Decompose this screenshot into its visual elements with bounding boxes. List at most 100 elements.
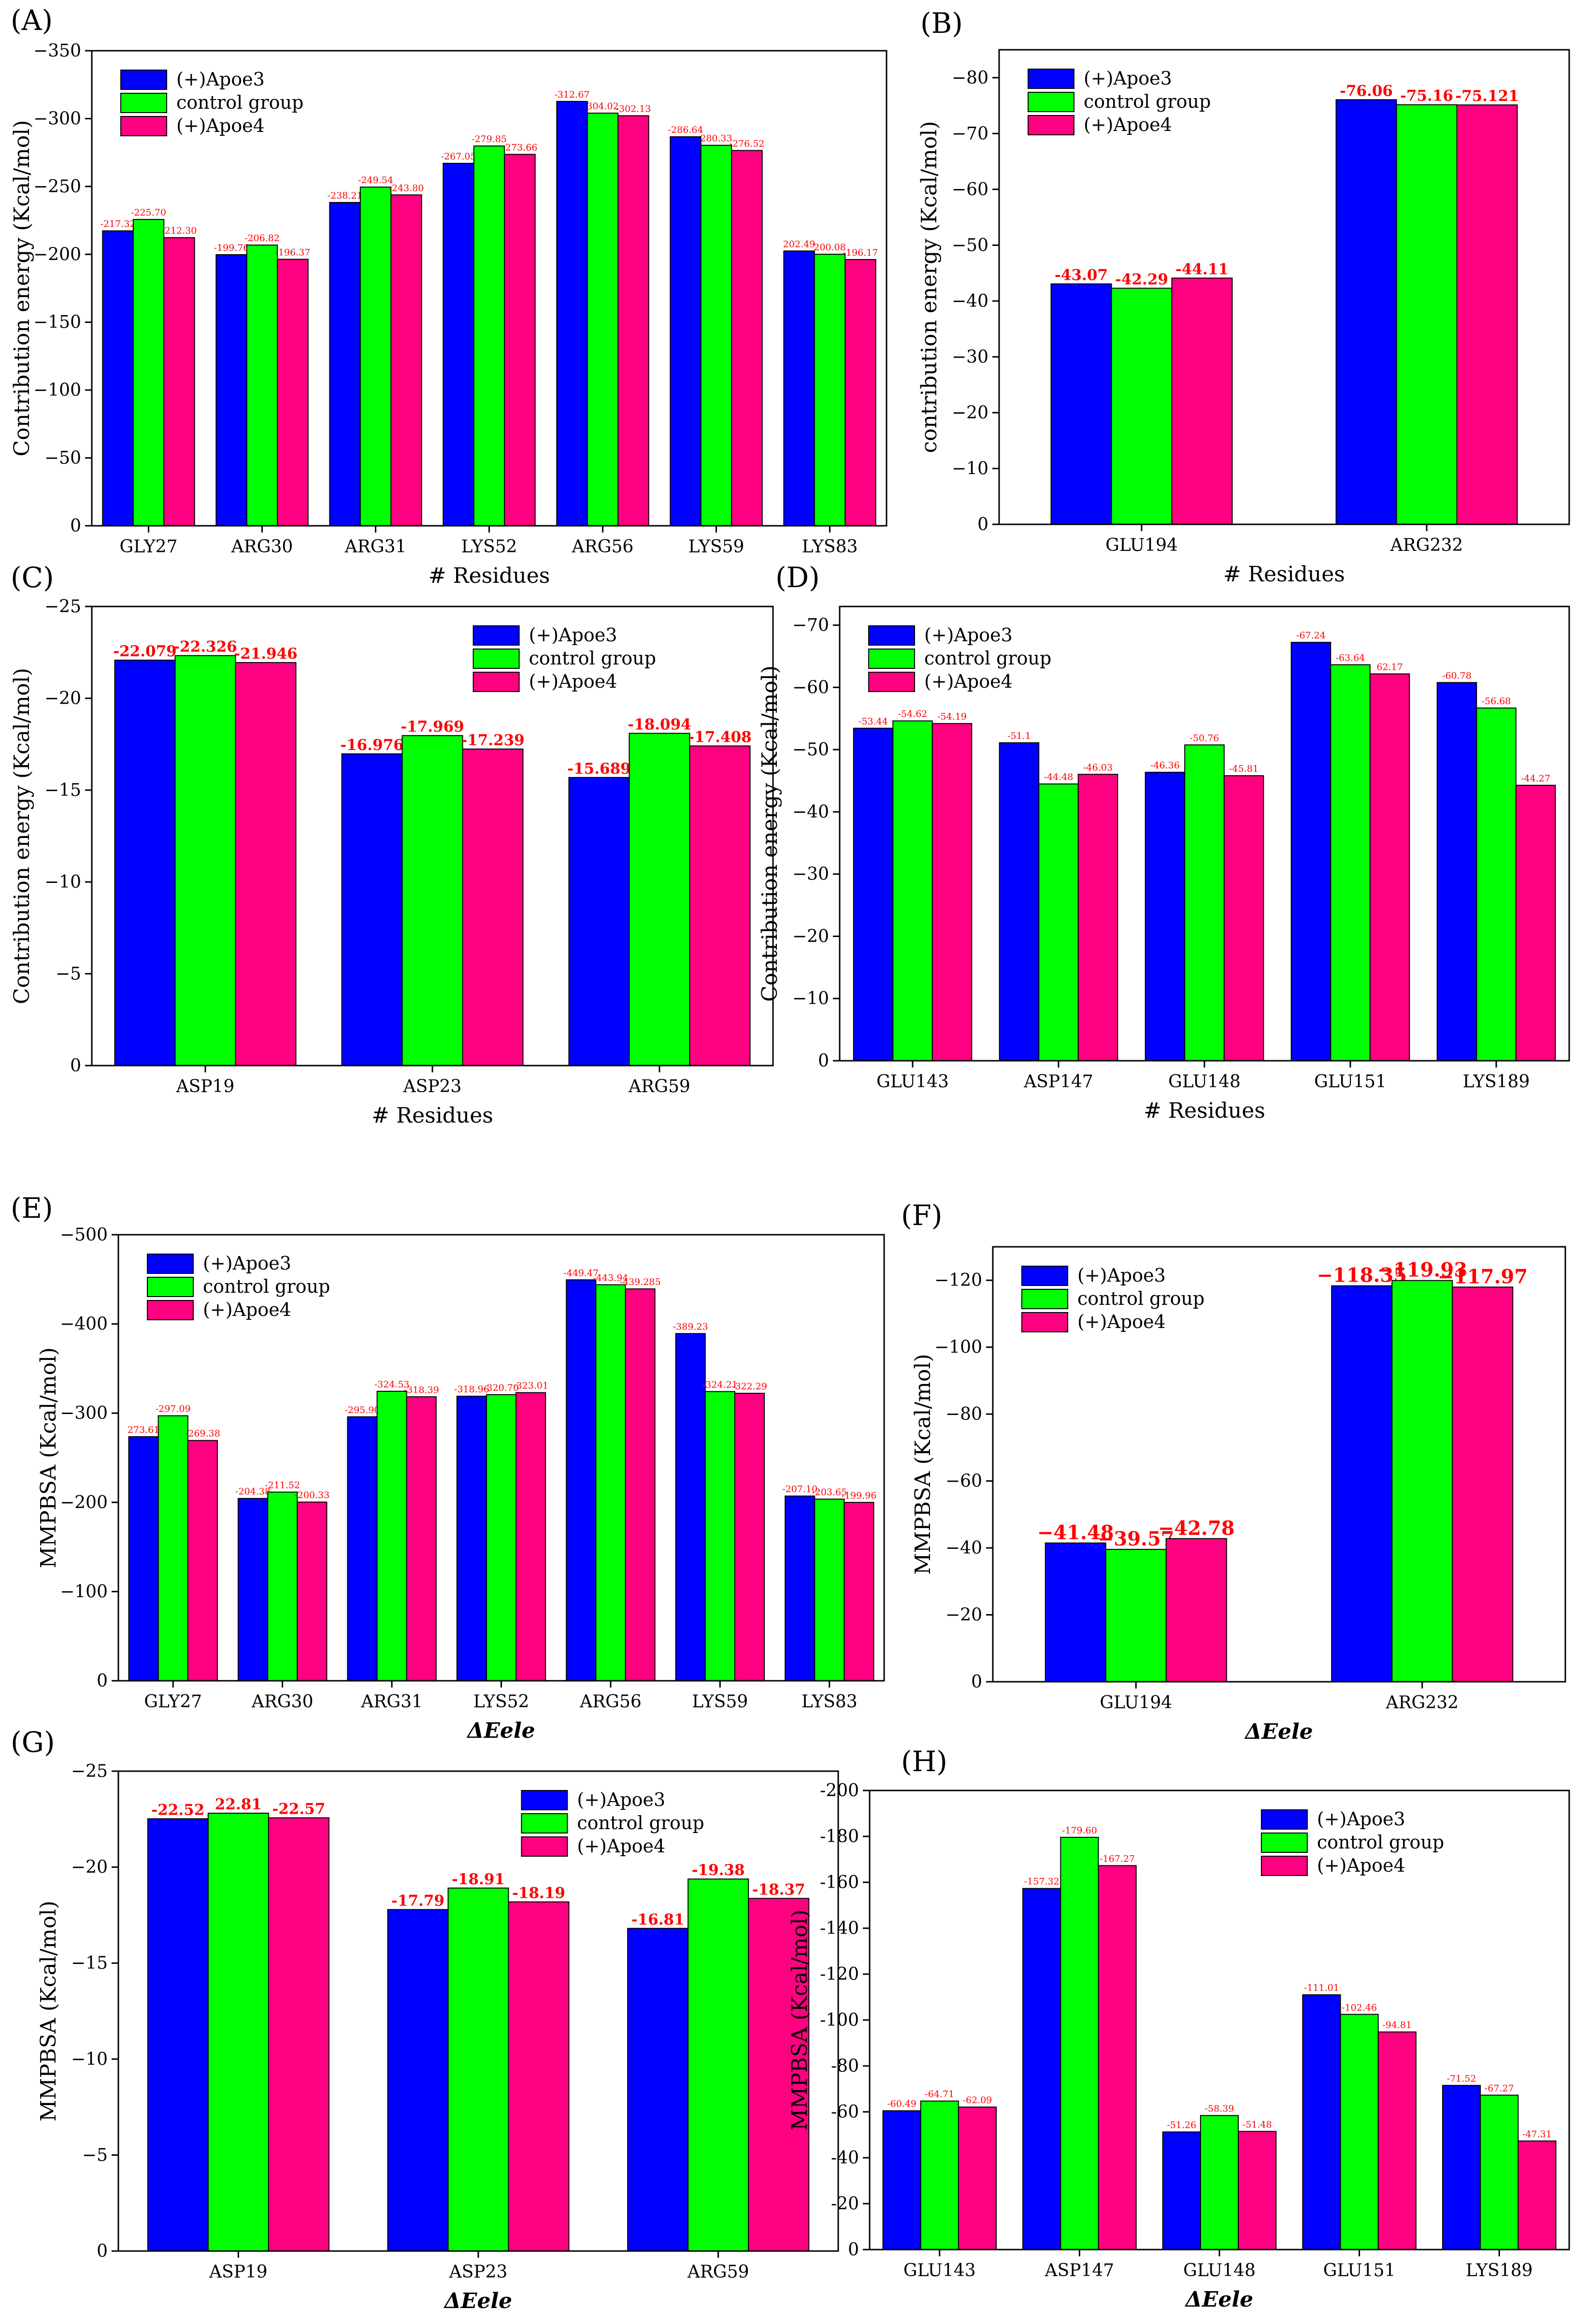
data-label: -75.121 — [1455, 87, 1519, 105]
legend-label: control group — [176, 92, 303, 113]
y-axis-label: MMPBSA (Kcal/mol) — [787, 1909, 812, 2130]
x-tick-label: ARG232 — [1385, 1693, 1459, 1713]
bar--apoe3-glu143 — [882, 2110, 921, 2250]
x-tick-label: GLY27 — [144, 1692, 202, 1712]
data-label: -273.66 — [502, 142, 537, 153]
y-tick-label: -60 — [831, 2102, 859, 2122]
bar-control-group-arg56 — [595, 1284, 626, 1682]
data-label: -276.52 — [729, 138, 764, 149]
y-tick-label: −70 — [952, 124, 988, 144]
x-tick-label: ASP147 — [1023, 1072, 1093, 1092]
bar-control-group-lys83 — [814, 254, 846, 526]
legend-label: (+)Apoe4 — [1077, 1311, 1166, 1332]
plot-frame — [839, 606, 1570, 1062]
bar--apoe4-asp19 — [268, 1817, 329, 2252]
legend-label: control group — [1084, 91, 1211, 112]
x-tick-label: ARG56 — [572, 537, 634, 557]
legend-label: (+)Apoe4 — [176, 115, 265, 136]
data-label: -207.10 — [782, 1484, 817, 1495]
x-tick-label: GLU151 — [1323, 2261, 1396, 2281]
x-tick-label: LYS189 — [1466, 2261, 1533, 2281]
y-tick-label: −25 — [71, 1761, 108, 1781]
legend-label: (+)Apoe3 — [203, 1253, 291, 1274]
y-tick-label: 0 — [848, 2240, 859, 2260]
data-label: -249.54 — [358, 175, 393, 186]
data-label: -318.39 — [404, 1385, 439, 1395]
data-label: -56.68 — [1482, 696, 1511, 707]
legend-label: (+)Apoe3 — [1317, 1808, 1405, 1830]
y-tick-label: −100 — [60, 1582, 108, 1602]
legend-swatch — [1028, 92, 1074, 112]
data-label: -18.094 — [628, 716, 691, 733]
y-tick-label: −80 — [952, 68, 988, 88]
data-label: -324.21 — [702, 1380, 738, 1390]
bar--apoe3-asp23 — [341, 753, 403, 1066]
data-label: -63.64 — [1336, 653, 1365, 664]
data-label: -76.06 — [1340, 82, 1393, 100]
bar-control-group-asp19 — [174, 655, 236, 1067]
y-tick-label: −30 — [952, 347, 988, 367]
bar--apoe3-arg31 — [347, 1416, 378, 1681]
legend-label: control group — [529, 648, 656, 669]
y-tick-label: −300 — [33, 109, 81, 129]
x-tick-label: LYS52 — [473, 1692, 530, 1712]
data-label: -111.01 — [1304, 1983, 1339, 1993]
data-label: -297.09 — [156, 1404, 191, 1415]
y-tick-label: −50 — [792, 740, 829, 760]
x-axis-label: ΔEele — [444, 2289, 512, 2313]
data-label: -157.32 — [1024, 1877, 1059, 1887]
legend-label: (+)Apoe4 — [1317, 1855, 1405, 1876]
x-axis-label: ΔEele — [466, 1718, 535, 1743]
bar--apoe4-lys189 — [1517, 2140, 1557, 2250]
chart-panel-4: (E) 273.61 -297.09 -269.38 GLY27 -204.38-211.… — [11, 1192, 885, 1743]
bar--apoe4-arg59 — [748, 1898, 810, 2252]
x-tick-label: LYS59 — [692, 1692, 748, 1712]
data-label: -312.67 — [555, 89, 590, 100]
bar--apoe4-glu194 — [1165, 1538, 1227, 1683]
y-tick-label: −120 — [934, 1270, 982, 1290]
bar--apoe3-glu194 — [1045, 1542, 1106, 1683]
bar-control-group-lys52 — [473, 145, 505, 526]
y-tick-label: −10 — [44, 872, 81, 892]
bar-control-group-lys59 — [704, 1391, 735, 1681]
data-label: -51.1 — [1007, 731, 1031, 741]
y-tick-label: −50 — [952, 235, 988, 255]
bar-control-group-arg30 — [267, 1491, 298, 1682]
data-label: -204.38 — [235, 1487, 271, 1497]
bar-control-group-glu143 — [892, 720, 933, 1061]
data-label: -75.16 — [1400, 87, 1453, 105]
x-tick-label: ASP23 — [449, 2262, 508, 2282]
y-tick-label: −300 — [60, 1403, 108, 1423]
data-label: -295.90 — [344, 1405, 380, 1415]
bar--apoe3-arg56 — [556, 101, 588, 526]
panel-letter: (H) — [901, 1745, 947, 1778]
legend-label: (+)Apoe3 — [176, 69, 265, 90]
legend-swatch — [1021, 1312, 1068, 1332]
data-label: -443.94 — [593, 1272, 628, 1283]
plot-frame — [992, 1246, 1566, 1683]
y-tick-label: −5 — [56, 964, 81, 984]
data-label: -21.946 — [234, 645, 298, 663]
y-tick-label: −80 — [945, 1404, 982, 1424]
y-tick-label: −10 — [71, 2050, 108, 2069]
bar--apoe4-glu151 — [1377, 2031, 1417, 2250]
bar--apoe3-arg59 — [568, 777, 630, 1066]
y-tick-label: −60 — [952, 180, 988, 200]
y-tick-label: 0 — [70, 516, 81, 536]
chart-panel-1: (B) -43.07 -42.29 -44.11 GLU194 -76.06 -75.16-… — [917, 7, 1570, 587]
y-tick-label: −40 — [945, 1538, 982, 1558]
bar--apoe4-gly27 — [163, 237, 195, 526]
data-label: -243.80 — [388, 183, 424, 193]
data-label: -302.13 — [616, 103, 651, 114]
bar-control-group-lys189 — [1476, 707, 1517, 1061]
data-label: -323.01 — [513, 1381, 548, 1391]
data-label: -54.62 — [898, 709, 928, 720]
bar--apoe4-lys189 — [1515, 784, 1556, 1062]
bar--apoe4-arg59 — [689, 745, 751, 1066]
bar--apoe4-lys52 — [515, 1392, 546, 1682]
bar--apoe3-glu151 — [1302, 1994, 1341, 2251]
y-tick-label: -100 — [820, 2010, 859, 2030]
legend-label: (+)Apoe3 — [529, 624, 617, 646]
data-label: -45.81 — [1229, 764, 1259, 774]
